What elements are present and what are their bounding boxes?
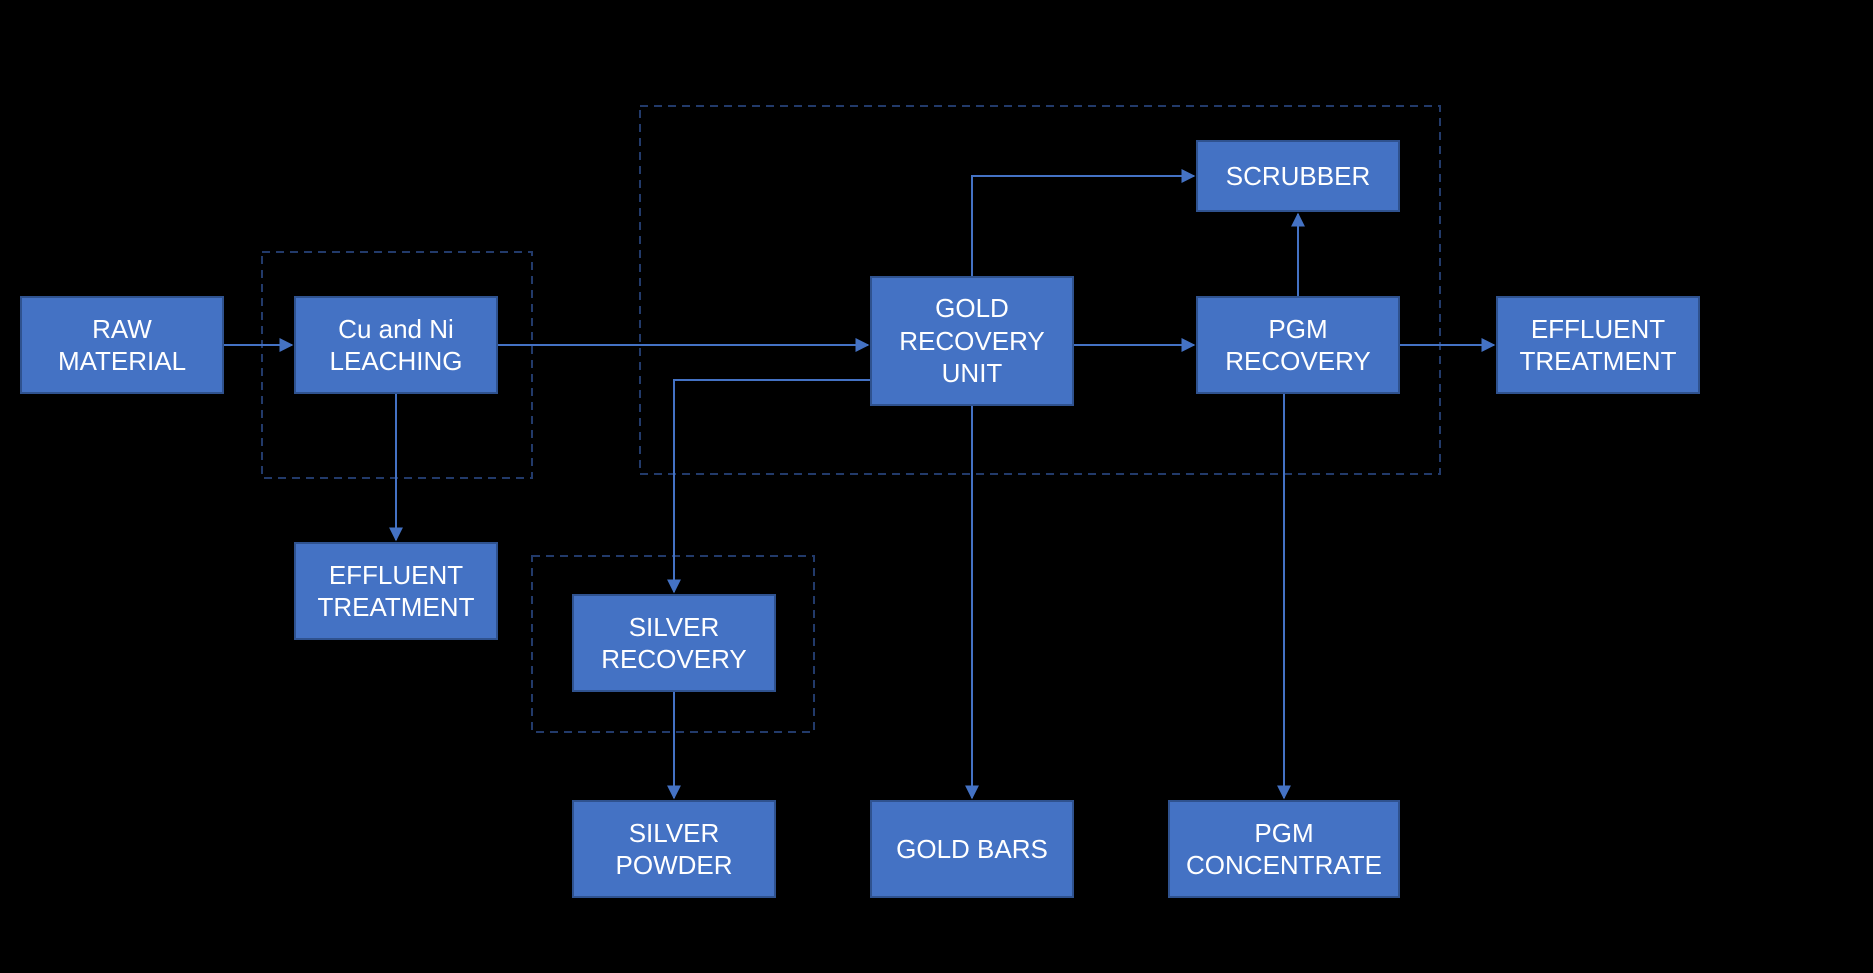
node-effluent-treatment-r: EFFLUENT TREATMENT: [1496, 296, 1700, 394]
node-label: EFFLUENT TREATMENT: [318, 559, 475, 624]
flowchart-stage: RAW MATERIAL Cu and Ni LEACHING GOLD RECOV…: [0, 0, 1873, 973]
node-scrubber: SCRUBBER: [1196, 140, 1400, 212]
node-gold-recovery-unit: GOLD RECOVERY UNIT: [870, 276, 1074, 406]
node-label: SILVER RECOVERY: [601, 611, 746, 676]
node-raw-material: RAW MATERIAL: [20, 296, 224, 394]
node-silver-recovery: SILVER RECOVERY: [572, 594, 776, 692]
node-label: GOLD RECOVERY UNIT: [899, 292, 1044, 390]
node-pgm-recovery: PGM RECOVERY: [1196, 296, 1400, 394]
node-label: EFFLUENT TREATMENT: [1520, 313, 1677, 378]
edge-gold-to-scrubber: [972, 176, 1194, 276]
node-gold-bars: GOLD BARS: [870, 800, 1074, 898]
node-effluent-treatment-b: EFFLUENT TREATMENT: [294, 542, 498, 640]
node-label: Cu and Ni LEACHING: [330, 313, 463, 378]
node-cu-ni-leaching: Cu and Ni LEACHING: [294, 296, 498, 394]
node-label: SILVER POWDER: [616, 817, 733, 882]
node-label: RAW MATERIAL: [58, 313, 186, 378]
node-label: PGM CONCENTRATE: [1186, 817, 1382, 882]
node-label: GOLD BARS: [896, 833, 1048, 866]
node-pgm-concentrate: PGM CONCENTRATE: [1168, 800, 1400, 898]
node-label: PGM RECOVERY: [1225, 313, 1370, 378]
edge-gold-to-silver: [674, 380, 870, 592]
node-label: SCRUBBER: [1226, 160, 1370, 193]
node-silver-powder: SILVER POWDER: [572, 800, 776, 898]
